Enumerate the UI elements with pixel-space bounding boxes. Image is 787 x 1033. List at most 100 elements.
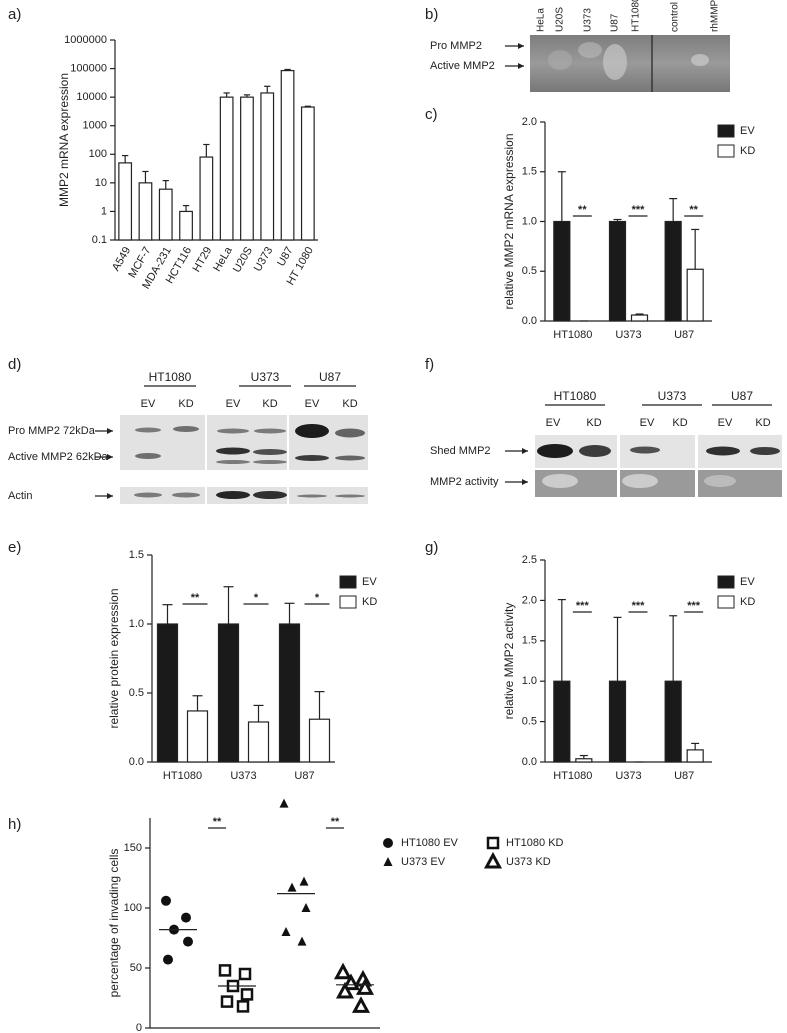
group-label: HT1080 xyxy=(554,389,597,403)
legend-label: HT1080 KD xyxy=(506,837,564,849)
lane-label: U373 xyxy=(583,8,594,32)
y-tick-label: 100 xyxy=(124,902,142,914)
y-axis-label: relative MMP2 activity xyxy=(502,603,516,720)
band xyxy=(335,428,365,438)
y-tick-label: 1.5 xyxy=(129,549,144,561)
lane-label: KD xyxy=(672,417,687,429)
group-label: U373 xyxy=(658,389,687,403)
lane-label: EV xyxy=(640,417,655,429)
x-tick-label: U373 xyxy=(252,245,276,274)
bar xyxy=(664,220,682,322)
lane-label: KD xyxy=(262,398,277,410)
y-tick-label: 2.0 xyxy=(522,116,537,128)
band xyxy=(542,474,578,488)
band xyxy=(253,460,287,464)
lane-label: HeLa xyxy=(536,8,547,32)
band xyxy=(548,50,572,70)
lane-label: U87 xyxy=(610,13,621,32)
arrow-head xyxy=(518,63,524,69)
arrow-head xyxy=(107,428,113,434)
band xyxy=(216,447,250,455)
band xyxy=(579,445,611,457)
legend-label: EV xyxy=(362,576,377,588)
arrow-head xyxy=(522,479,528,485)
band xyxy=(537,444,573,458)
bar xyxy=(278,623,301,763)
band xyxy=(134,492,162,498)
band xyxy=(135,453,161,459)
y-axis-label: relative MMP2 mRNA expression xyxy=(502,133,516,309)
bar xyxy=(664,680,682,763)
bar xyxy=(630,314,649,322)
data-point xyxy=(341,973,361,991)
arrow-head xyxy=(518,43,524,49)
band xyxy=(295,424,329,438)
band xyxy=(216,491,250,499)
lane-label: EV xyxy=(546,417,561,429)
legend-swatch xyxy=(717,144,735,158)
x-tick-label: U373 xyxy=(615,770,641,782)
bar xyxy=(138,182,153,241)
arrow-head xyxy=(107,493,113,499)
significance: ** xyxy=(331,816,340,828)
band xyxy=(253,491,287,499)
significance: * xyxy=(315,592,320,604)
y-tick-label: 2.5 xyxy=(522,554,537,566)
legend-swatch xyxy=(717,124,735,138)
x-tick-label: U87 xyxy=(674,329,694,341)
data-point xyxy=(279,798,289,808)
data-point xyxy=(287,882,297,892)
blot xyxy=(289,487,368,504)
legend-label: HT1080 EV xyxy=(401,837,459,849)
band xyxy=(704,475,736,487)
significance: ** xyxy=(213,816,222,828)
panel-label: g) xyxy=(425,539,438,556)
legend-swatch xyxy=(717,595,735,609)
panel-label: b) xyxy=(425,6,438,23)
bar xyxy=(686,749,704,763)
legend-label: U373 KD xyxy=(506,856,551,868)
band xyxy=(172,492,200,498)
y-tick-label: 150 xyxy=(124,842,142,854)
data-point xyxy=(236,1000,250,1013)
lane-label: U20S xyxy=(555,7,566,32)
bar xyxy=(575,758,593,763)
y-tick-label: 10 xyxy=(95,177,107,189)
bar xyxy=(608,220,627,322)
significance: *** xyxy=(632,600,646,612)
band xyxy=(335,494,365,498)
legend-label: KD xyxy=(740,145,755,157)
row-label: Pro MMP2 72kDa xyxy=(8,425,96,437)
panel-label: f) xyxy=(425,356,434,373)
panel-label: c) xyxy=(425,106,438,123)
data-point xyxy=(333,962,353,980)
legend-marker xyxy=(483,851,503,869)
x-tick-label: HT1080 xyxy=(553,770,592,782)
bar xyxy=(247,721,270,763)
data-point xyxy=(299,876,309,886)
lane-label: KD xyxy=(755,417,770,429)
legend-marker xyxy=(486,836,500,850)
band xyxy=(216,460,250,464)
x-tick-label: U20S xyxy=(231,245,255,275)
band xyxy=(295,455,329,461)
data-point xyxy=(351,996,371,1013)
lane-label: KD xyxy=(586,417,601,429)
x-tick-label: U87 xyxy=(275,245,295,268)
blot xyxy=(289,415,368,470)
band xyxy=(297,494,327,498)
arrow-head xyxy=(107,454,113,460)
bar xyxy=(260,92,275,241)
band xyxy=(253,449,287,455)
y-tick-label: 1.5 xyxy=(522,166,537,178)
lane-label: EV xyxy=(226,398,241,410)
row-label: Shed MMP2 xyxy=(430,445,491,457)
legend-label: KD xyxy=(740,596,755,608)
group-label: U87 xyxy=(731,389,753,403)
group-label: HT1080 xyxy=(149,370,192,384)
legend-swatch xyxy=(339,575,357,589)
band xyxy=(254,428,286,434)
y-tick-label: 0.0 xyxy=(129,756,144,768)
band xyxy=(691,54,709,66)
